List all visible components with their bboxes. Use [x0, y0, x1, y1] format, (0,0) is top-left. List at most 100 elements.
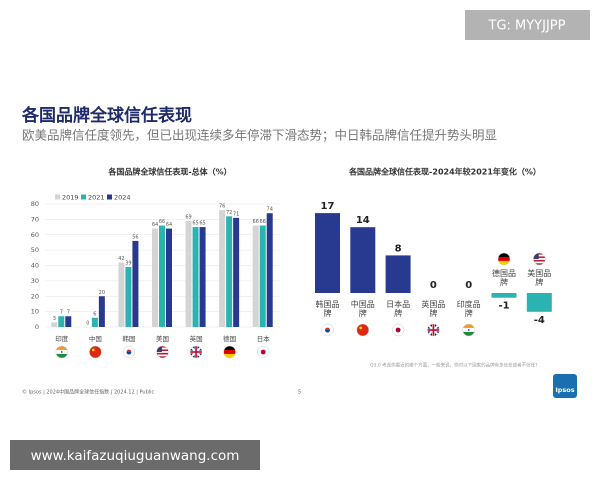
flag — [89, 346, 102, 358]
flag-part — [467, 329, 470, 331]
slide-title: 各国品牌全球信任表现 — [21, 105, 192, 126]
value-label: -1 — [498, 301, 509, 312]
x-tick-label: 美国品牌 — [527, 269, 552, 287]
value-label: 17 — [321, 201, 335, 212]
flag-part — [156, 356, 169, 358]
value-label: 72 — [226, 210, 232, 216]
flag-part — [60, 351, 63, 353]
watermark-box — [465, 10, 590, 40]
bar — [91, 317, 98, 327]
legend-swatch — [81, 194, 86, 200]
flag-part — [533, 261, 546, 264]
bar — [526, 293, 552, 312]
value-label: 0 — [86, 321, 89, 327]
flag-part — [533, 254, 546, 257]
bar — [252, 225, 259, 327]
legend-label: 2021 — [88, 194, 105, 202]
value-label: 8 — [395, 243, 402, 254]
flag-part — [325, 330, 330, 333]
bar — [315, 213, 340, 293]
flag-part — [91, 348, 95, 352]
bar — [259, 225, 266, 327]
slide-subtitle: 欧美品牌信任度领先，但已出现连续多年停滞下滑态势；中日韩品牌信任提升势头明显 — [22, 128, 497, 143]
y-tick-label: 0 — [35, 323, 39, 331]
chart-title: 各国品牌全球信任表现-2024年较2021年变化（%） — [348, 167, 541, 177]
flag-part — [498, 253, 510, 258]
flag-part — [156, 352, 169, 355]
bar — [226, 216, 233, 327]
value-label: 64 — [166, 222, 172, 228]
flag — [55, 346, 68, 358]
flag-border — [462, 323, 475, 337]
flag — [392, 324, 405, 336]
logo: Ipsos — [555, 386, 574, 394]
x-tick-label: 中国品牌 — [350, 300, 375, 318]
x-tick-label: 韩国 — [122, 334, 135, 343]
flag-part — [533, 256, 546, 259]
flag-part — [223, 346, 236, 351]
bar — [118, 262, 125, 327]
flag-part — [156, 347, 169, 350]
y-tick-label: 10 — [31, 308, 39, 316]
flag — [190, 346, 203, 358]
flag-part — [427, 329, 440, 331]
y-tick-label: 70 — [31, 215, 39, 223]
bar — [166, 228, 172, 327]
flag-part — [533, 259, 546, 262]
flag-part — [156, 351, 169, 353]
flag-part — [462, 324, 475, 329]
bar — [132, 240, 139, 327]
bar — [65, 316, 72, 327]
x-tick-label: 日本 — [257, 334, 271, 343]
value-label: 7 — [67, 310, 70, 316]
value-label: 7 — [60, 310, 63, 316]
logo-box — [553, 374, 577, 398]
bar — [125, 267, 132, 327]
value-label: 69 — [185, 214, 191, 220]
value-label: 66 — [253, 219, 259, 225]
flag-part — [223, 349, 236, 355]
y-tick-label: 50 — [31, 246, 39, 254]
x-tick-label: 英国 — [190, 334, 203, 343]
flag — [533, 253, 546, 265]
x-tick-label: 印度品牌 — [456, 300, 481, 318]
flag-border — [256, 345, 270, 359]
x-tick-label: 中国 — [89, 334, 102, 343]
bar — [491, 293, 517, 298]
y-tick-label: 30 — [31, 277, 39, 285]
value-label: 39 — [125, 261, 131, 267]
flag-part — [395, 327, 401, 333]
value-label: 3 — [53, 316, 56, 322]
flag-part — [156, 349, 169, 352]
bar — [98, 296, 105, 327]
bar — [51, 322, 58, 327]
flag-border — [533, 252, 546, 266]
flag-part — [498, 256, 510, 262]
flag-border — [89, 345, 102, 359]
flag-part — [126, 352, 132, 355]
value-label: 42 — [118, 256, 124, 262]
flag — [321, 324, 334, 336]
flag-part — [223, 353, 236, 358]
flag — [257, 346, 270, 358]
flag-border — [321, 323, 334, 337]
y-tick-label: 60 — [31, 231, 39, 239]
flag-part — [533, 253, 539, 259]
value-label: 71 — [233, 211, 239, 217]
x-tick-label: 印度 — [55, 334, 69, 343]
x-tick-label: 韩国品牌 — [315, 300, 340, 318]
value-label: 66 — [159, 219, 165, 225]
y-tick-label: 20 — [31, 292, 39, 300]
value-label: 74 — [267, 207, 273, 213]
flag-part — [533, 263, 546, 265]
bar — [58, 316, 65, 327]
legend-label: 2024 — [114, 194, 131, 202]
flag — [156, 346, 169, 358]
flag-part — [156, 354, 169, 357]
flag — [356, 324, 369, 336]
flag — [223, 346, 236, 358]
bar — [159, 225, 165, 327]
page-number: 5 — [298, 390, 301, 396]
